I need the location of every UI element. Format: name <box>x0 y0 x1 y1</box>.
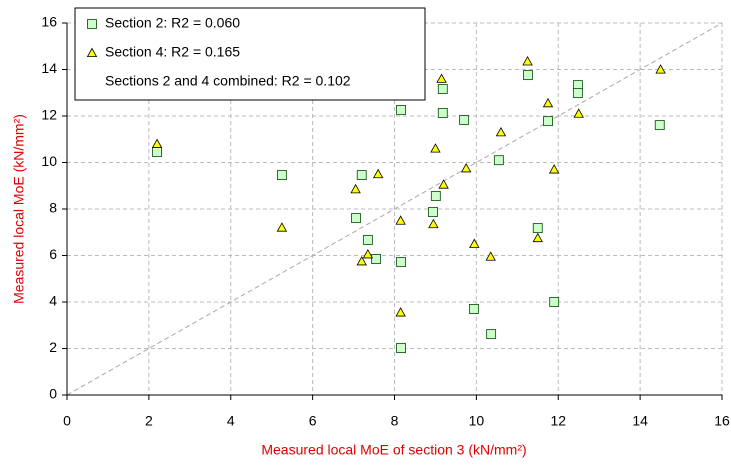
triangle-point <box>469 238 480 248</box>
x-tick-label: 0 <box>63 413 71 429</box>
square-point <box>396 343 406 353</box>
triangle-point <box>395 215 406 225</box>
triangle-point <box>548 164 560 174</box>
square-point <box>351 213 361 224</box>
triangle-point <box>522 56 533 66</box>
identity-line <box>66 22 723 396</box>
square-point <box>572 88 583 98</box>
square-point <box>152 147 163 157</box>
triangle-point <box>428 218 439 229</box>
x-tick-label: 8 <box>391 413 399 429</box>
triangle-point <box>573 108 584 118</box>
triangle-point <box>362 249 374 259</box>
square-point <box>430 191 441 201</box>
legend-label: Section 4: R2 = 0.165 <box>105 44 240 60</box>
x-axis-label: Measured local MoE of section 3 (kN/mm²) <box>261 442 526 458</box>
y-tick-label: 6 <box>49 246 57 262</box>
square-point <box>362 234 373 245</box>
square-point <box>437 84 448 94</box>
triangle-point <box>542 97 554 108</box>
triangle-point <box>350 183 361 194</box>
square-point <box>654 120 665 131</box>
x-tick-label: 16 <box>714 413 730 429</box>
x-tick-label: 12 <box>550 413 566 429</box>
triangle-point <box>485 251 496 261</box>
y-tick-label: 10 <box>41 153 57 169</box>
square-point <box>523 70 533 81</box>
y-tick-label: 4 <box>49 293 57 309</box>
square-point <box>356 170 367 181</box>
triangle-point <box>151 138 163 148</box>
legend-note: Sections 2 and 4 combined: R2 = 0.102 <box>105 73 351 89</box>
square-point <box>437 108 448 118</box>
x-tick-label: 4 <box>227 413 235 429</box>
square-point <box>468 304 479 314</box>
legend-label: Section 2: R2 = 0.060 <box>105 15 240 31</box>
triangle-point <box>438 179 449 189</box>
square-point <box>549 297 560 307</box>
legend-box <box>74 7 426 101</box>
x-tick-label: 10 <box>469 413 485 429</box>
square-point <box>459 115 470 125</box>
x-tick-label: 6 <box>309 413 317 429</box>
triangle-point <box>460 162 472 173</box>
y-tick-label: 16 <box>41 14 57 30</box>
square-point <box>493 155 504 166</box>
square-point <box>543 116 553 127</box>
square-point <box>276 170 287 181</box>
legend-marker <box>86 47 98 57</box>
square-point <box>371 254 382 264</box>
y-tick-label: 8 <box>49 200 57 216</box>
square-point <box>486 329 497 340</box>
triangle-point <box>655 64 666 74</box>
legend-marker <box>87 19 97 29</box>
square-point <box>396 257 406 267</box>
square-point <box>428 207 438 217</box>
y-tick-label: 14 <box>41 60 57 76</box>
y-axis-label: Measured local MoE (kN/mm²) <box>11 114 27 304</box>
triangle-point <box>430 143 441 153</box>
triangle-point <box>495 126 507 137</box>
y-tick-label: 12 <box>41 107 57 123</box>
square-point <box>396 105 406 115</box>
y-tick-label: 2 <box>49 339 57 355</box>
y-tick-label: 0 <box>49 386 57 402</box>
triangle-point <box>372 168 384 179</box>
x-tick-label: 14 <box>632 413 648 429</box>
triangle-point <box>276 222 288 232</box>
square-point <box>532 223 543 234</box>
triangle-point <box>532 232 543 243</box>
triangle-point <box>436 73 447 83</box>
triangle-point <box>356 255 367 266</box>
x-tick-label: 2 <box>145 413 153 429</box>
triangle-point <box>395 307 406 317</box>
